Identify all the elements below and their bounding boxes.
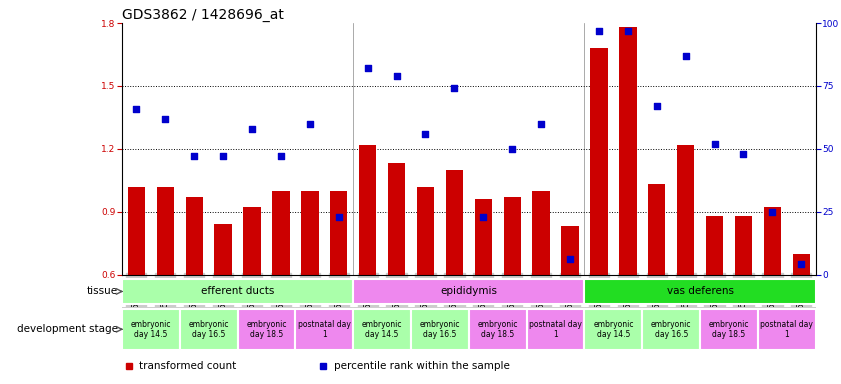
Point: [795, 262, 808, 268]
Point: [679, 53, 692, 59]
Text: embryonic
day 14.5: embryonic day 14.5: [362, 319, 402, 339]
Bar: [584, 279, 816, 304]
Point: [419, 131, 432, 137]
Bar: [643, 309, 700, 349]
Bar: [330, 191, 347, 275]
Point: [332, 214, 346, 220]
Bar: [706, 216, 723, 275]
Bar: [504, 197, 521, 275]
Bar: [561, 226, 579, 275]
Text: transformed count: transformed count: [140, 361, 236, 371]
Bar: [353, 309, 411, 349]
Text: embryonic
day 18.5: embryonic day 18.5: [478, 319, 518, 339]
Bar: [468, 309, 526, 349]
Point: [246, 126, 259, 132]
Bar: [388, 164, 405, 275]
Text: embryonic
day 16.5: embryonic day 16.5: [420, 319, 460, 339]
Text: development stage: development stage: [17, 324, 118, 334]
Bar: [474, 199, 492, 275]
Point: [159, 116, 172, 122]
Bar: [446, 170, 463, 275]
Bar: [156, 187, 174, 275]
Point: [505, 146, 519, 152]
Bar: [128, 187, 145, 275]
Bar: [122, 309, 180, 349]
Point: [477, 214, 490, 220]
Text: embryonic
day 14.5: embryonic day 14.5: [130, 319, 171, 339]
Bar: [214, 224, 232, 275]
Point: [765, 209, 779, 215]
Point: [534, 121, 547, 127]
Point: [447, 85, 461, 91]
Bar: [417, 187, 434, 275]
Text: percentile rank within the sample: percentile rank within the sample: [334, 361, 510, 371]
Point: [216, 153, 230, 159]
Point: [361, 65, 374, 71]
Text: embryonic
day 18.5: embryonic day 18.5: [246, 319, 287, 339]
Bar: [359, 145, 377, 275]
Bar: [532, 191, 550, 275]
Point: [188, 153, 201, 159]
Text: vas deferens: vas deferens: [667, 286, 733, 296]
Bar: [243, 207, 261, 275]
Bar: [590, 48, 607, 275]
Bar: [180, 309, 237, 349]
Bar: [677, 145, 695, 275]
Bar: [122, 279, 353, 304]
Point: [650, 103, 664, 109]
Text: postnatal day
1: postnatal day 1: [760, 319, 813, 339]
Text: embryonic
day 18.5: embryonic day 18.5: [709, 319, 749, 339]
Point: [303, 121, 316, 127]
Text: efferent ducts: efferent ducts: [201, 286, 274, 296]
Bar: [353, 279, 584, 304]
Text: embryonic
day 16.5: embryonic day 16.5: [188, 319, 229, 339]
Point: [708, 141, 722, 147]
Bar: [301, 191, 319, 275]
Text: postnatal day
1: postnatal day 1: [529, 319, 582, 339]
Bar: [186, 197, 203, 275]
Bar: [735, 216, 752, 275]
Bar: [648, 184, 665, 275]
Bar: [619, 27, 637, 275]
Bar: [758, 309, 816, 349]
Bar: [764, 207, 781, 275]
Point: [274, 153, 288, 159]
Bar: [584, 309, 643, 349]
Bar: [237, 309, 295, 349]
Point: [592, 28, 606, 34]
Text: tissue: tissue: [87, 286, 118, 296]
Point: [563, 257, 577, 263]
Bar: [792, 253, 810, 275]
Text: epididymis: epididymis: [441, 286, 497, 296]
Bar: [295, 309, 353, 349]
Bar: [272, 191, 289, 275]
Text: embryonic
day 14.5: embryonic day 14.5: [593, 319, 633, 339]
Bar: [526, 309, 584, 349]
Point: [130, 106, 143, 112]
Bar: [411, 309, 469, 349]
Text: embryonic
day 16.5: embryonic day 16.5: [651, 319, 691, 339]
Bar: [700, 309, 758, 349]
Text: GDS3862 / 1428696_at: GDS3862 / 1428696_at: [122, 8, 283, 22]
Point: [737, 151, 750, 157]
Point: [621, 28, 635, 34]
Point: [390, 73, 404, 79]
Text: postnatal day
1: postnatal day 1: [298, 319, 351, 339]
